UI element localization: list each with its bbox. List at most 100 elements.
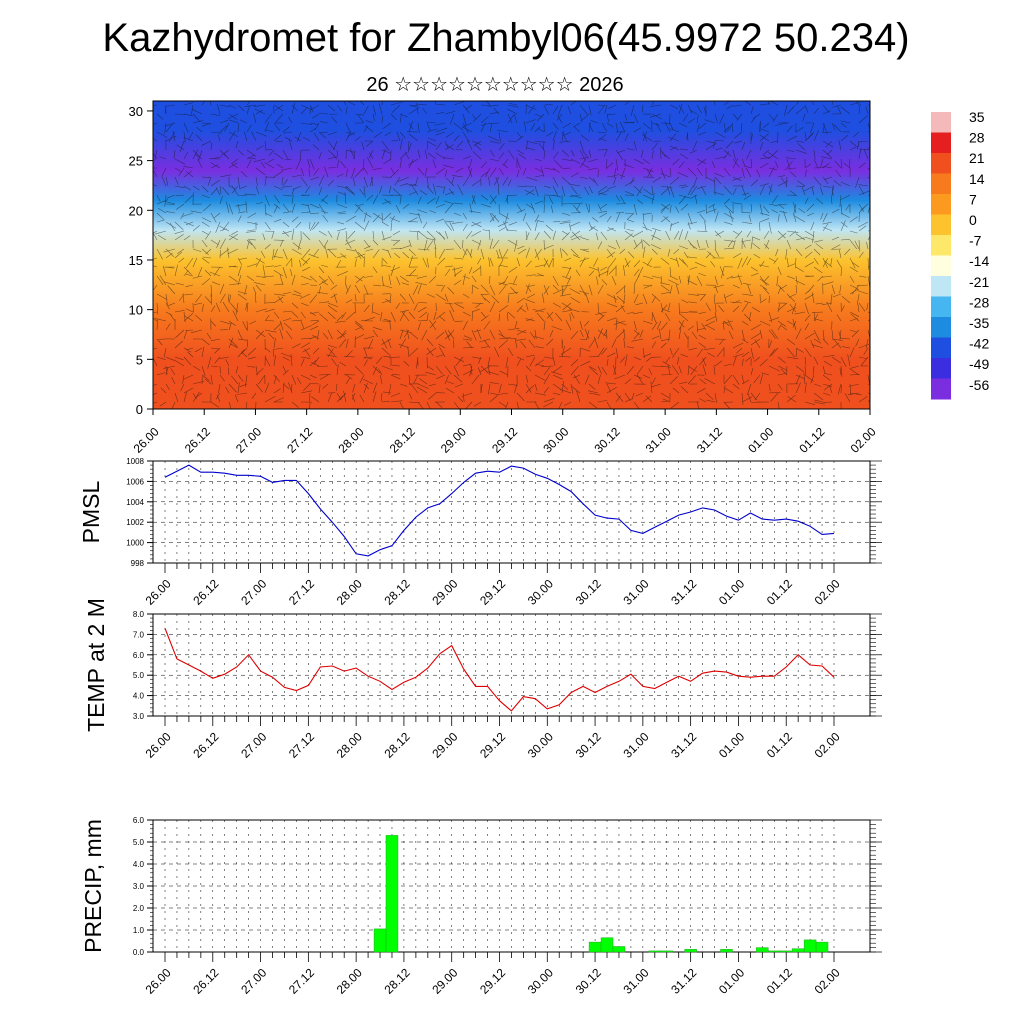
wind-barb xyxy=(165,211,176,214)
wind-barb xyxy=(620,167,626,180)
wind-barb xyxy=(503,158,509,166)
wind-barb xyxy=(768,113,775,121)
wind-barb xyxy=(587,167,599,171)
wind-barb xyxy=(595,232,599,241)
wind-barb xyxy=(225,386,230,394)
wind-barb xyxy=(822,123,825,133)
wind-barb xyxy=(156,293,168,300)
wind-barb xyxy=(516,329,527,336)
wind-barb xyxy=(174,340,184,349)
wind-barb xyxy=(813,149,816,160)
y-tick-label: 4.0 xyxy=(133,860,145,869)
wind-barb xyxy=(516,401,520,409)
wind-barb xyxy=(309,374,317,379)
wind-barb xyxy=(867,235,870,241)
wind-barb xyxy=(863,149,869,160)
wind-barb xyxy=(231,158,239,165)
wind-barb xyxy=(493,176,500,186)
wind-barb xyxy=(210,293,212,305)
wind-barb xyxy=(529,356,536,367)
wind-barb xyxy=(552,392,561,396)
wind-barb xyxy=(690,109,698,115)
wind-barb xyxy=(723,198,731,205)
wind-barb xyxy=(299,259,302,268)
wind-barb xyxy=(777,214,780,223)
wind-barb xyxy=(466,248,473,259)
wind-barb xyxy=(399,329,404,340)
wind-barb xyxy=(768,340,773,349)
wind-barb xyxy=(264,315,270,322)
wind-barb xyxy=(309,325,319,331)
wind-barb xyxy=(184,293,194,296)
wind-barb xyxy=(381,338,392,345)
wind-barb xyxy=(408,293,415,304)
wind-barb xyxy=(698,122,707,130)
wind-barb xyxy=(564,257,572,262)
wind-barb xyxy=(608,104,617,109)
wind-barb xyxy=(155,318,167,322)
wind-barb xyxy=(723,122,727,133)
wind-barb xyxy=(273,170,284,178)
wind-barb xyxy=(321,199,329,205)
wind-barb xyxy=(723,185,732,195)
x-tick-label: 30.00 xyxy=(525,729,556,760)
wind-barb xyxy=(444,329,451,341)
wind-barb xyxy=(540,166,545,178)
wind-barb xyxy=(795,275,798,285)
wind-barb xyxy=(867,257,870,270)
wind-barb xyxy=(588,401,598,409)
wind-barb xyxy=(447,329,455,338)
wind-barb xyxy=(588,221,593,230)
wind-barb xyxy=(452,221,464,224)
wind-barb xyxy=(669,122,674,130)
wind-barb xyxy=(218,383,221,394)
wind-barb xyxy=(849,145,860,151)
wind-barb xyxy=(823,372,833,376)
wind-barb xyxy=(768,152,779,160)
y-tick-label: 3.0 xyxy=(133,882,145,891)
wind-barb xyxy=(570,248,579,257)
x-tick-label: 30.12 xyxy=(592,424,623,455)
wind-barb xyxy=(219,195,223,205)
wind-barb xyxy=(363,347,368,357)
wind-barb xyxy=(770,101,779,106)
wind-barb xyxy=(282,382,285,394)
wind-barb xyxy=(468,158,473,169)
wind-barb xyxy=(372,104,377,116)
wind-barb xyxy=(237,293,247,301)
wind-barb xyxy=(237,291,248,295)
wind-barb xyxy=(413,374,419,384)
y-tick-label: 5 xyxy=(136,352,143,367)
wind-barb xyxy=(786,275,795,280)
wind-barb xyxy=(380,392,383,402)
wind-barb xyxy=(714,211,719,223)
wind-barb xyxy=(394,252,401,259)
x-tick-label: 29.00 xyxy=(429,729,460,760)
wind-barb xyxy=(858,239,861,252)
x-tick-label: 30.00 xyxy=(525,965,556,996)
colorbar-label: -21 xyxy=(969,274,989,290)
wind-barb xyxy=(822,223,829,232)
wind-barb xyxy=(300,358,305,367)
wind-barb xyxy=(453,202,464,205)
wind-barb xyxy=(201,140,212,146)
wind-barb xyxy=(537,127,545,133)
wind-barb xyxy=(163,248,176,253)
wind-barb xyxy=(437,104,446,106)
wind-barb xyxy=(352,383,356,393)
wind-barb xyxy=(570,230,581,239)
y-tick-label: 7.0 xyxy=(133,630,145,639)
wind-barb xyxy=(549,329,554,338)
wind-barb xyxy=(583,320,590,327)
wind-barb xyxy=(655,122,662,133)
wind-barb xyxy=(354,293,357,302)
wind-barb xyxy=(696,348,704,358)
wind-barb xyxy=(462,369,474,376)
colorbar-label: 0 xyxy=(969,212,977,228)
wind-barb xyxy=(498,284,507,295)
wind-barb xyxy=(694,194,698,205)
wind-barb xyxy=(285,257,293,267)
wind-barb xyxy=(264,265,274,268)
wind-barb xyxy=(407,221,419,223)
wind-barb xyxy=(687,221,691,230)
